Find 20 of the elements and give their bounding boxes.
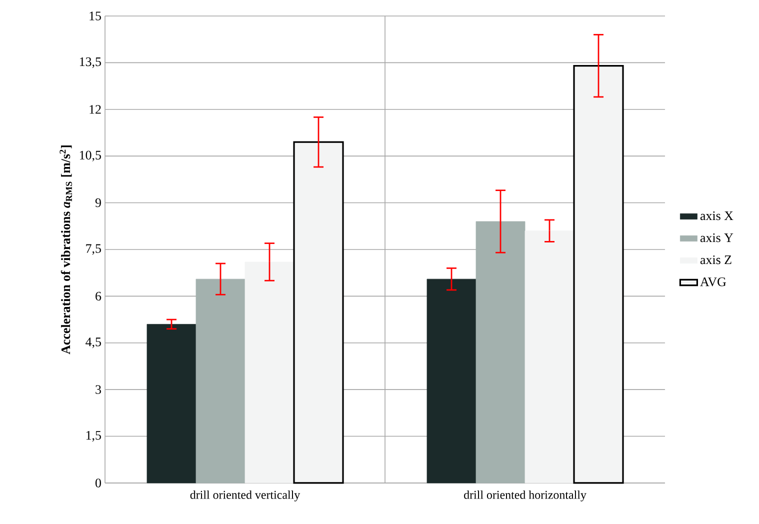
- y-tick-label: 6: [96, 292, 102, 301]
- y-tick-label: 10,5: [80, 150, 101, 162]
- x-tick-label: drill oriented horizontally: [464, 490, 586, 502]
- y-tick-label: 1,5: [86, 431, 101, 442]
- y-tick-label: 13,5: [80, 57, 101, 68]
- bar: [426, 278, 476, 484]
- y-axis-title: Acceleration of vibrations a$_{RMS}$ [m/s$^{2}$]: [60, 146, 72, 354]
- legend-label: axis Y: [700, 233, 734, 242]
- y-tick-label: 0: [96, 478, 101, 488]
- legend-label: axis Z: [700, 255, 732, 264]
- y-tick-label: 3: [96, 385, 101, 394]
- bar: [146, 324, 196, 484]
- legend-label: AVG: [700, 277, 726, 286]
- y-tick-label: 9: [95, 198, 101, 208]
- x-tick-label: drill oriented vertically: [190, 490, 300, 502]
- legend-label: axis X: [700, 211, 734, 220]
- y-tick-label: 4,5: [86, 338, 101, 348]
- y-tick-label: 12: [90, 105, 101, 114]
- y-tick-label: 7,5: [86, 244, 101, 255]
- y-tick-label: 15: [90, 12, 101, 20]
